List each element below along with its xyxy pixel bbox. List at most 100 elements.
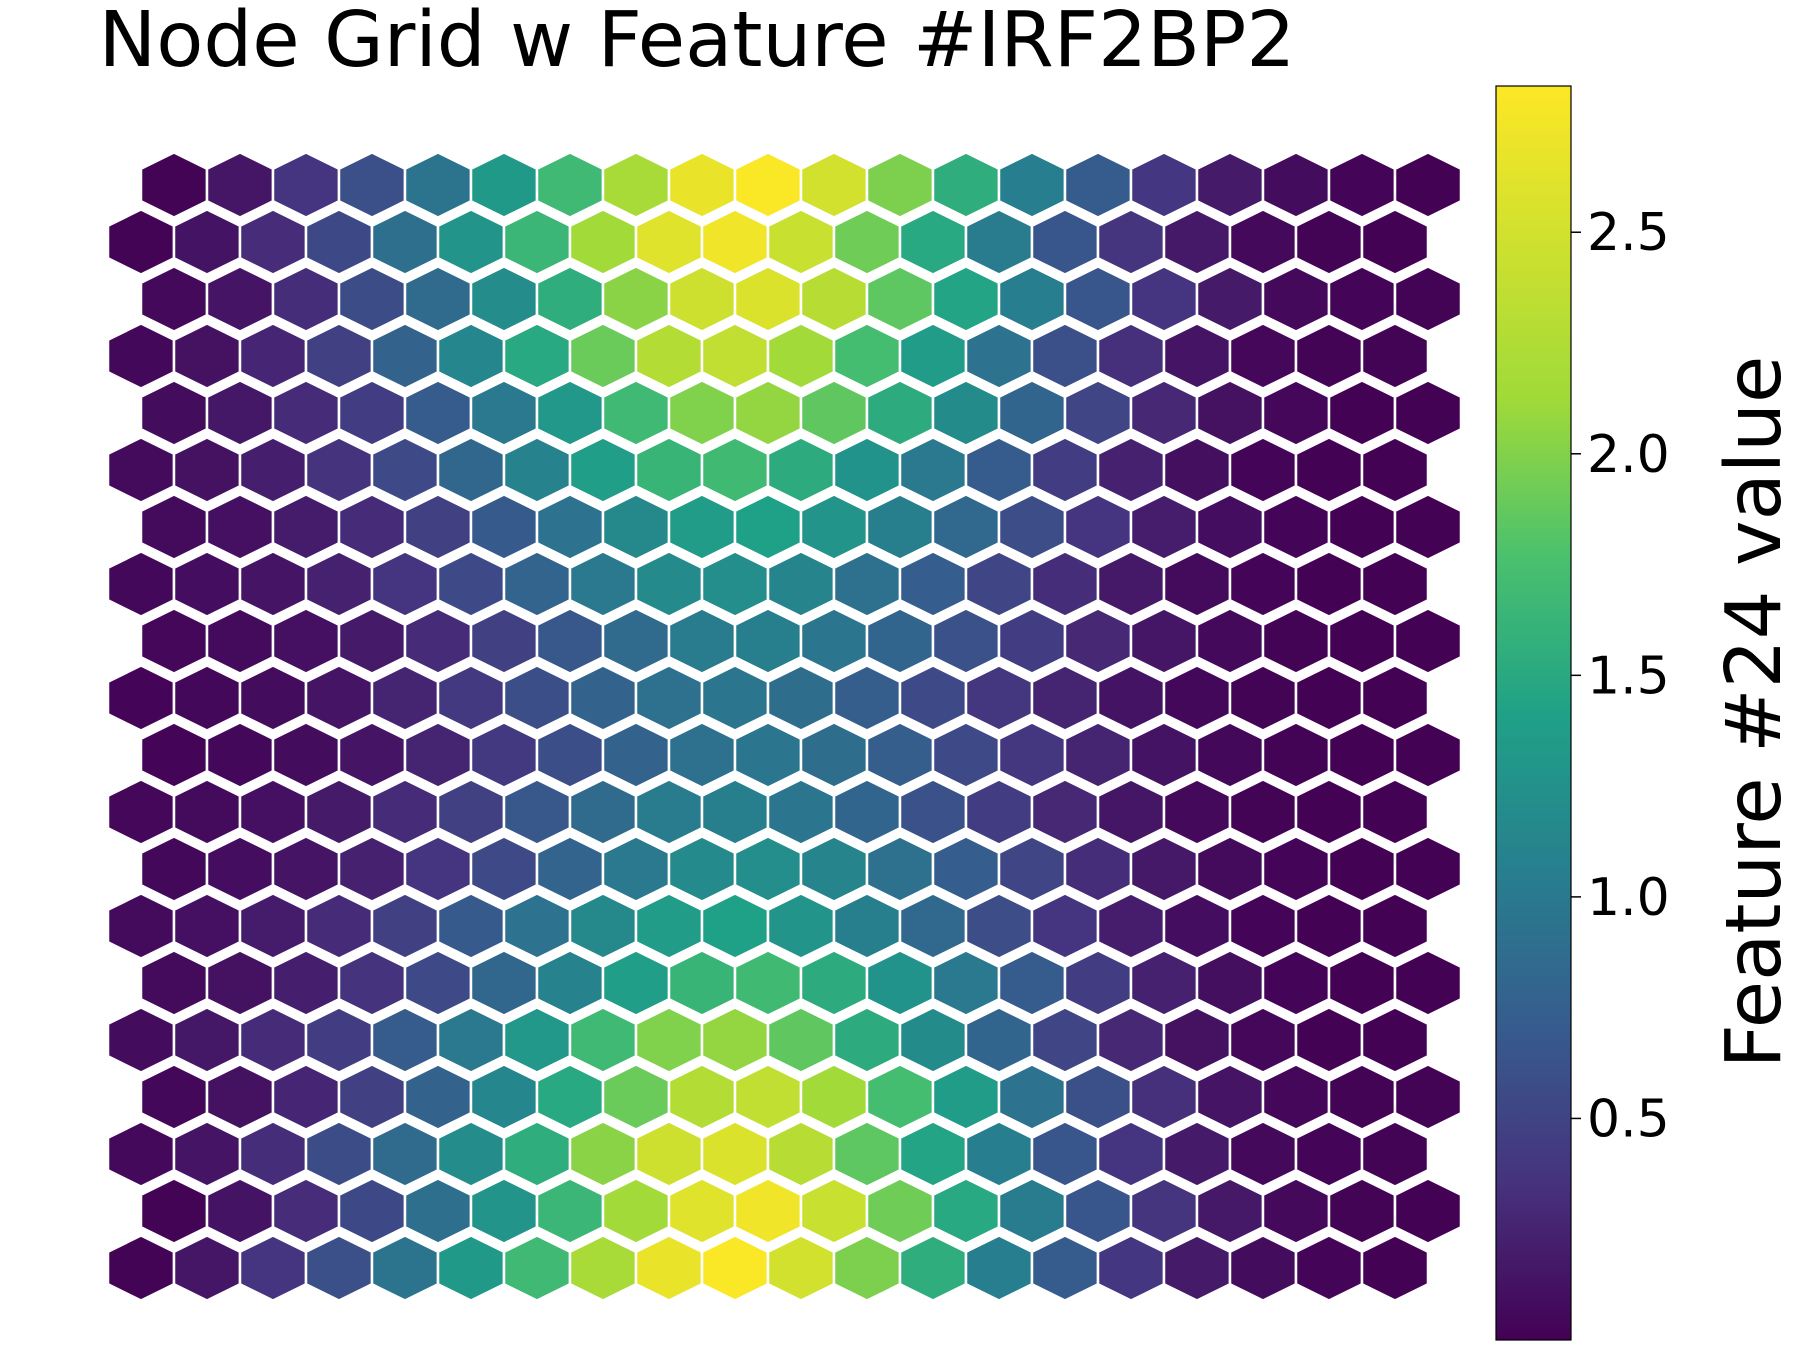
hex-cell	[403, 949, 473, 1017]
hex-cell	[1360, 1120, 1430, 1188]
hex-cell	[799, 949, 869, 1017]
hex-cell	[502, 322, 572, 390]
hex-cell	[304, 550, 374, 618]
hex-cell	[1162, 436, 1232, 504]
hex-cell	[535, 1177, 605, 1245]
hex-cell	[1360, 322, 1430, 390]
hex-grid	[106, 151, 1463, 1302]
hex-cell	[1327, 1177, 1397, 1245]
hex-cell	[766, 322, 836, 390]
hex-cell	[403, 493, 473, 561]
hex-cell	[1261, 265, 1331, 333]
hex-cell	[1294, 1120, 1364, 1188]
hex-cell	[700, 1006, 770, 1074]
hex-cell	[469, 265, 539, 333]
hex-cell	[1294, 778, 1364, 846]
hex-cell	[964, 436, 1034, 504]
hex-cell	[1228, 778, 1298, 846]
hex-cell	[1162, 1234, 1232, 1302]
hex-cell	[370, 778, 440, 846]
hex-cell	[931, 949, 1001, 1017]
hex-cell	[1228, 1006, 1298, 1074]
hex-cell	[304, 778, 374, 846]
hex-cell	[403, 1177, 473, 1245]
hex-cell	[238, 550, 308, 618]
hex-cell	[733, 721, 803, 789]
hex-cell	[667, 721, 737, 789]
hex-cell	[139, 1063, 209, 1131]
hex-cell	[1162, 550, 1232, 618]
hex-cell	[700, 322, 770, 390]
hex-cell	[205, 1177, 275, 1245]
colorbar-tick-label: 1.5	[1587, 646, 1670, 706]
hex-cell	[403, 265, 473, 333]
hex-cell	[865, 379, 935, 447]
hex-cell	[370, 436, 440, 504]
hex-cell	[1096, 436, 1166, 504]
hex-cell	[1228, 664, 1298, 732]
hex-cell	[1228, 1234, 1298, 1302]
hex-cell	[1096, 1234, 1166, 1302]
hex-cell	[1393, 1063, 1463, 1131]
hex-cell	[172, 322, 242, 390]
hex-cell	[832, 778, 902, 846]
hex-cell	[1096, 1006, 1166, 1074]
hex-cell	[1063, 1177, 1133, 1245]
hex-cell	[634, 1120, 704, 1188]
hex-cell	[304, 1120, 374, 1188]
hex-cell	[1393, 949, 1463, 1017]
hex-cell	[997, 151, 1067, 219]
hex-cell	[1393, 721, 1463, 789]
hex-cell	[1129, 151, 1199, 219]
hex-cell	[1063, 835, 1133, 903]
hex-cell	[1030, 1234, 1100, 1302]
hex-cell	[205, 265, 275, 333]
hex-cell	[832, 664, 902, 732]
hex-cell	[931, 607, 1001, 675]
hex-cell	[799, 265, 869, 333]
hex-cell	[634, 436, 704, 504]
hex-cell	[1129, 493, 1199, 561]
hex-cell	[502, 1234, 572, 1302]
hex-cell	[238, 436, 308, 504]
hex-cell	[1063, 1063, 1133, 1131]
hex-cell	[370, 1006, 440, 1074]
hex-cell	[1228, 550, 1298, 618]
hex-cell	[535, 607, 605, 675]
hex-cell	[1360, 436, 1430, 504]
hex-cell	[1129, 835, 1199, 903]
hex-cell	[568, 1234, 638, 1302]
hex-cell	[469, 835, 539, 903]
hex-cell	[172, 1234, 242, 1302]
hex-cell	[1195, 379, 1265, 447]
hex-cell	[601, 265, 671, 333]
hex-cell	[865, 607, 935, 675]
hex-cell	[601, 949, 671, 1017]
hex-cell	[205, 607, 275, 675]
hex-cell	[436, 892, 506, 960]
colorbar-tick-label: 2.0	[1587, 425, 1670, 485]
hex-cell	[568, 892, 638, 960]
hex-cell	[964, 778, 1034, 846]
hex-cell	[271, 265, 341, 333]
hex-cell	[1063, 493, 1133, 561]
hex-cell	[535, 151, 605, 219]
hex-cell	[898, 1120, 968, 1188]
hex-cell	[799, 835, 869, 903]
hex-cell	[304, 664, 374, 732]
hex-cell	[1129, 949, 1199, 1017]
hex-cell	[139, 949, 209, 1017]
hex-cell	[1030, 1120, 1100, 1188]
hex-cell	[634, 1234, 704, 1302]
hex-cell	[205, 379, 275, 447]
hex-cell	[1228, 1120, 1298, 1188]
hex-cell	[898, 436, 968, 504]
hex-cell	[1228, 208, 1298, 276]
hex-cell	[931, 493, 1001, 561]
hex-cell	[1195, 1177, 1265, 1245]
hex-cell	[304, 208, 374, 276]
hex-cell	[700, 778, 770, 846]
hex-cell	[733, 607, 803, 675]
hex-cell	[172, 550, 242, 618]
hex-cell	[964, 664, 1034, 732]
